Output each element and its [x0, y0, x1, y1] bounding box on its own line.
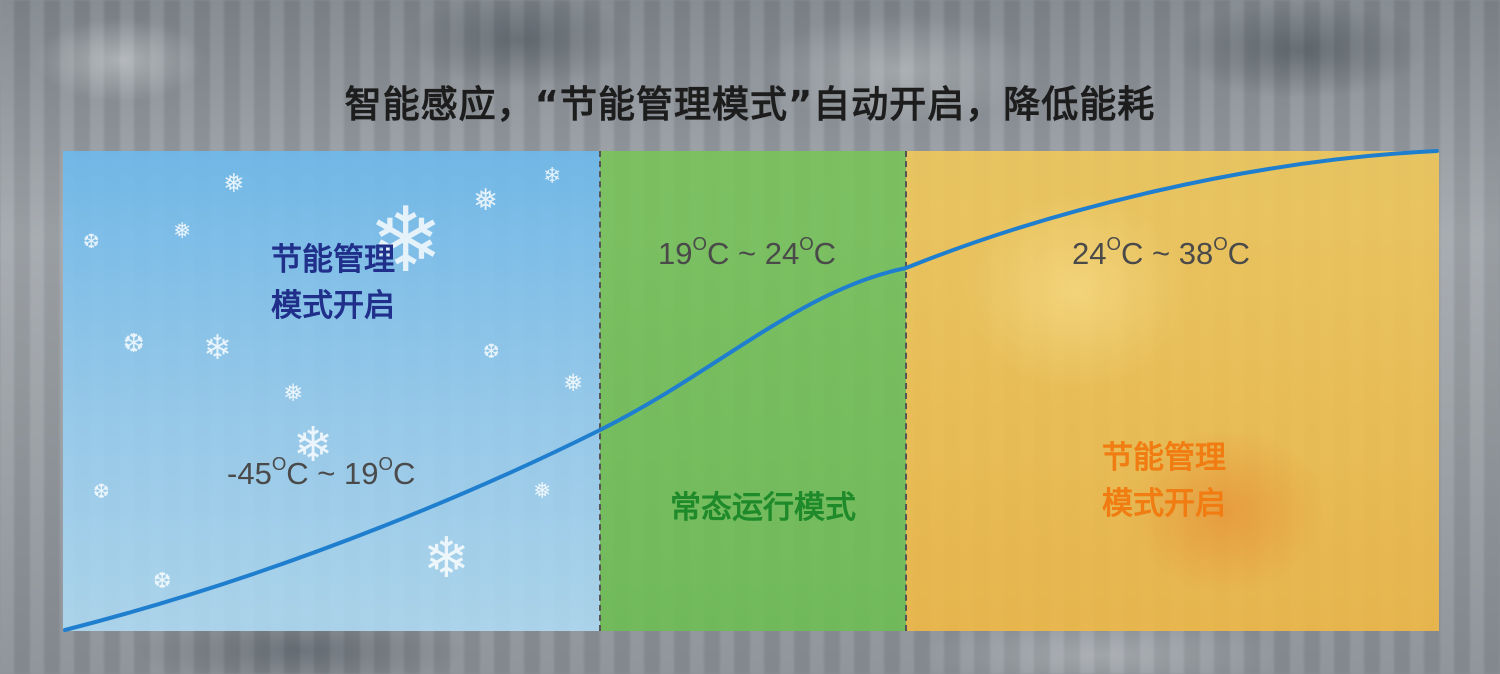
range-low-value: -45 [227, 455, 272, 491]
unit-letter: C [1227, 235, 1251, 271]
normal-mode-label: 常态运行模式 [670, 490, 856, 526]
normal-temperature-range: 19OC ~ 24OC [658, 233, 836, 272]
unit-letter: C [286, 455, 309, 491]
degree-mark: O [692, 233, 707, 254]
unit-letter: C [813, 235, 837, 271]
hot-zone-panel: 24OC ~ 38OC 节能管理 模式开启 [906, 151, 1439, 631]
snowflake-icon: ❆ [483, 339, 500, 363]
hot-mode-line1: 节能管理 [1102, 440, 1226, 476]
snowflake-icon: ❄ [203, 328, 232, 368]
degree-mark: O [799, 233, 814, 254]
hot-temperature-range: 24OC ~ 38OC [1072, 233, 1250, 272]
range-high-value: 38 [1178, 235, 1214, 271]
cold-mode-line2: 模式开启 [271, 288, 395, 324]
snowflake-icon: ❆ [153, 569, 172, 594]
snowflake-icon: ❆ [93, 479, 110, 503]
zone-divider-right [905, 151, 907, 631]
snowflake-icon: ❅ [473, 183, 499, 218]
snowflake-icon: ❄ [543, 164, 562, 189]
cold-zone-panel: ❄ ❅ ❅ ❄ ❆ ❅ ❆ ❄ ❅ ❆ ❅ ❄ ❆ ❄ ❅ ❆ 节能管理 模式开… [63, 151, 600, 631]
degree-mark: O [271, 453, 287, 474]
snowflake-icon: ❅ [173, 219, 192, 244]
snowflake-icon: ❅ [563, 369, 584, 397]
hot-mode-line2: 模式开启 [1102, 486, 1226, 522]
range-high-value: 19 [344, 455, 379, 491]
snowflake-icon: ❅ [283, 379, 304, 407]
range-low-value: 19 [658, 235, 693, 271]
snowflake-icon: ❅ [533, 479, 552, 504]
degree-mark: O [378, 453, 393, 474]
temperature-curve-line [63, 149, 1439, 632]
unit-letter: C [1120, 235, 1144, 271]
zone-divider-left [599, 151, 601, 631]
range-separator: ~ [317, 455, 336, 491]
degree-mark: O [1213, 233, 1228, 254]
snowflake-icon: ❄ [293, 417, 334, 473]
snowflake-icon: ❆ [83, 229, 100, 253]
snowflake-icon: ❄ [368, 188, 444, 293]
range-separator: ~ [1151, 235, 1171, 271]
range-separator: ~ [737, 235, 757, 271]
snowflake-icon: ❆ [123, 329, 145, 359]
hot-mode-label: 节能管理 模式开启 [1069, 435, 1259, 527]
normal-zone-panel: 19OC ~ 24OC 常态运行模式 [600, 151, 906, 631]
degree-mark: O [1106, 233, 1121, 254]
range-low-value: 24 [1072, 235, 1107, 271]
cold-mode-line1: 节能管理 [271, 242, 395, 278]
unit-letter: C [706, 235, 730, 271]
cold-temperature-range: -45OC ~ 19OC [227, 453, 415, 492]
range-high-value: 24 [764, 235, 800, 271]
snowflake-icon: ❄ [423, 526, 470, 591]
page-headline: 智能感应，“节能管理模式”自动开启，降低能耗 [344, 83, 1156, 126]
cold-mode-label: 节能管理 模式开启 [238, 237, 428, 329]
unit-letter: C [392, 455, 416, 491]
snowflake-icon: ❅ [223, 169, 245, 199]
